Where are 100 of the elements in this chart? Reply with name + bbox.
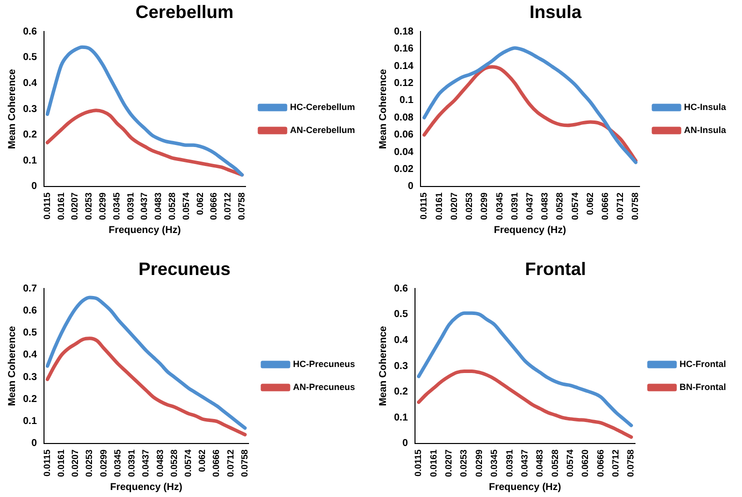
x-tick-label: 0.0253 xyxy=(84,192,94,220)
line-series xyxy=(422,46,638,164)
y-tick-label: 0.6 xyxy=(394,283,408,294)
x-tick-label: 0.0299 xyxy=(97,192,108,220)
line-series xyxy=(416,311,633,428)
x-tick-label: 0.0620 xyxy=(580,449,590,478)
x-tick-label: 0.0115 xyxy=(42,192,52,220)
legend-label: AN-Cerebellum xyxy=(290,124,356,135)
y-tick-label: 0.7 xyxy=(22,283,38,294)
x-tick-label: 0.0483 xyxy=(534,449,545,478)
x-axis-title: Frequency (Hz) xyxy=(494,224,566,236)
x-tick-label: 0.0391 xyxy=(504,449,514,478)
y-tick-label: 0.3 xyxy=(22,372,38,383)
x-tick-label: 0.0483 xyxy=(540,192,550,220)
legend-label: AN-Precuneus xyxy=(292,382,355,392)
chart-title: Frontal xyxy=(525,258,586,279)
y-tick-label: 0.1 xyxy=(394,412,408,424)
y-tick-label: 0.1 xyxy=(22,155,38,166)
x-tick-label: 0.0253 xyxy=(458,449,469,478)
x-tick-label: 0.0253 xyxy=(464,192,474,220)
y-tick-label: 0.3 xyxy=(22,104,38,115)
y-tick-label: 0.1 xyxy=(22,416,38,428)
y-tick-label: 0.5 xyxy=(22,328,38,339)
x-tick-label: 0.0437 xyxy=(524,192,534,220)
y-tick-label: 0.6 xyxy=(22,26,38,38)
x-tick-label: 0.0574 xyxy=(564,449,575,478)
y-tick-label: 0.18 xyxy=(394,26,414,38)
x-tick-label: 0.0758 xyxy=(630,192,640,220)
x-tick-label: 0.062 xyxy=(197,449,208,472)
x-tick-label: 0.0115 xyxy=(418,192,429,220)
x-tick-label: 0.0207 xyxy=(448,192,459,220)
y-tick-label: 0.4 xyxy=(394,334,408,346)
x-tick-label: 0.0666 xyxy=(595,449,606,478)
x-tick-label: 0.0207 xyxy=(70,192,80,220)
x-tick-label: 0.0483 xyxy=(153,192,164,220)
x-tick-label: 0.0528 xyxy=(554,192,565,220)
y-tick-label: 0.02 xyxy=(394,164,414,176)
line-series xyxy=(46,296,247,430)
x-tick-label: 0.0299 xyxy=(474,449,484,478)
y-axis-title: Mean Coherence xyxy=(378,68,389,150)
line-series xyxy=(46,45,244,177)
chart-title: Insula xyxy=(529,2,582,22)
y-tick-label: 0.08 xyxy=(394,112,414,124)
x-tick-label: 0.0345 xyxy=(112,449,122,478)
y-tick-label: 0.1 xyxy=(400,95,414,106)
line-series xyxy=(422,65,638,162)
x-tick-label: 0.0345 xyxy=(494,192,504,220)
x-tick-label: 0.0437 xyxy=(140,449,151,478)
y-tick-label: 0 xyxy=(31,181,38,192)
x-tick-label: 0.0483 xyxy=(154,449,165,478)
x-tick-label: 0.0574 xyxy=(570,192,580,220)
x-tick-label: 0.0299 xyxy=(479,192,490,220)
y-tick-label: 0.2 xyxy=(22,394,38,405)
y-tick-label: 0.2 xyxy=(394,386,408,398)
line-series xyxy=(46,336,247,436)
x-tick-label: 0.0712 xyxy=(222,192,233,220)
x-tick-label: 0.0758 xyxy=(626,449,636,478)
y-tick-label: 0.5 xyxy=(22,52,38,64)
x-tick-label: 0.0115 xyxy=(42,449,52,477)
x-tick-label: 0.0528 xyxy=(166,192,177,220)
y-tick-label: 0 xyxy=(31,438,38,450)
x-tick-label: 0.062 xyxy=(584,192,595,216)
y-tick-label: 0.5 xyxy=(394,309,408,320)
x-tick-label: 0.0574 xyxy=(180,192,191,220)
legend-label: HC-Cerebellum xyxy=(290,102,356,112)
x-tick-label: 0.0666 xyxy=(211,449,222,478)
x-tick-label: 0.0115 xyxy=(413,449,424,477)
legend-label: BN-Frontal xyxy=(680,382,726,392)
x-tick-label: 0.0528 xyxy=(168,449,179,478)
x-tick-label: 0.0207 xyxy=(70,449,80,478)
x-tick-label: 0.0666 xyxy=(600,192,610,220)
y-axis-title: Mean Coherence xyxy=(6,326,18,406)
x-tick-label: 0.0437 xyxy=(519,449,530,478)
y-axis-title: Mean Coherence xyxy=(378,326,389,406)
x-tick-label: 0.0161 xyxy=(56,449,66,478)
y-tick-label: 0.4 xyxy=(22,78,38,89)
y-tick-label: 0.4 xyxy=(22,350,38,361)
x-tick-label: 0.0161 xyxy=(428,449,438,478)
y-tick-label: 0.06 xyxy=(394,130,414,141)
x-tick-label: 0.0391 xyxy=(126,449,137,478)
x-tick-label: 0.0253 xyxy=(84,449,94,478)
x-tick-label: 0.0712 xyxy=(610,449,621,478)
x-tick-label: 0.0345 xyxy=(489,449,500,478)
legend-label: HC-Precuneus xyxy=(292,358,355,369)
x-tick-label: 0.0391 xyxy=(509,192,520,220)
x-tick-label: 0.0299 xyxy=(98,449,108,478)
line-series xyxy=(46,108,244,177)
x-tick-label: 0.0161 xyxy=(434,192,444,220)
line-series xyxy=(416,369,633,439)
chart-title: Cerebellum xyxy=(135,2,234,22)
y-tick-label: 0.12 xyxy=(394,78,414,89)
x-tick-label: 0.062 xyxy=(194,192,205,216)
y-tick-label: 0.14 xyxy=(394,60,414,72)
x-tick-label: 0.0345 xyxy=(111,192,122,220)
y-tick-label: 0.6 xyxy=(22,305,38,316)
x-axis-title: Frequency (Hz) xyxy=(108,224,181,236)
x-tick-label: 0.0437 xyxy=(139,192,150,220)
legend-label: HC-Insula xyxy=(684,102,727,112)
y-tick-label: 0.04 xyxy=(394,146,414,158)
y-tick-label: 0.3 xyxy=(394,360,408,372)
